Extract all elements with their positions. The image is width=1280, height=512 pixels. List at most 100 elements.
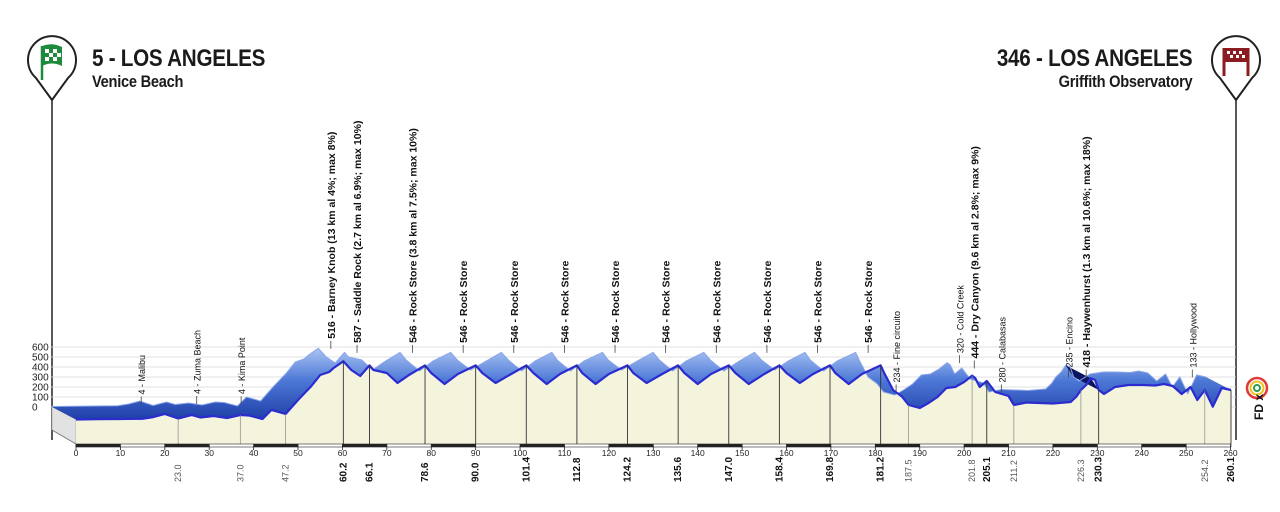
x-axis-bar-segment: [1141, 444, 1187, 447]
climb-labels: 516 - Barney Knob (13 km al 4%; max 8%) 5…: [137, 121, 1198, 395]
x-axis: 0 10 20 30 40 50 60 70 80 90 100 110 120 130 140 150 160…: [74, 443, 1238, 482]
x-axis-bar-segment: [342, 444, 387, 447]
x-axis-bar-segment: [431, 444, 476, 447]
km-mark-label: 112.8: [572, 457, 583, 482]
km-mark-label: 201.8: [967, 459, 977, 482]
point-label: 4 - Malibu: [137, 355, 147, 395]
point-label: 320 - Cold Creek: [956, 285, 966, 354]
x-tick-label: 110: [558, 448, 572, 458]
x-tick-label: 240: [1135, 448, 1149, 458]
x-tick-label: 160: [779, 448, 793, 458]
climb-label: 546 - Rock Store: [509, 260, 521, 342]
point-label: 234 - Fine circuito: [892, 311, 902, 383]
km-mark-label: 230.3: [1094, 457, 1105, 482]
climb-label: 546 - Rock Store (3.8 km al 7.5%; max 10…: [408, 128, 420, 343]
x-axis-bar-segment: [786, 444, 831, 447]
green-checkered-flag-icon: [40, 44, 62, 80]
point-label: 4 - Zuma Beach: [193, 330, 203, 394]
km-mark-label: 181.2: [876, 457, 887, 482]
climb-label: 546 - Rock Store: [711, 260, 723, 342]
y-tick-label: 400: [32, 363, 49, 374]
x-tick-label: 80: [427, 448, 437, 458]
x-axis-bar-segment: [608, 444, 654, 447]
steep-climb-segment: [1065, 365, 1099, 390]
profile-gradient-band: [51, 348, 1231, 420]
km-mark-label: 78.6: [420, 462, 431, 482]
km-mark-label: 66.1: [365, 462, 376, 482]
x-tick-label: 120: [602, 448, 616, 458]
x-tick-label: 130: [646, 448, 660, 458]
x-tick-label: 60: [338, 448, 348, 458]
x-tick-label: 0: [74, 448, 79, 458]
x-tick-label: 230: [1090, 448, 1104, 458]
start-marker: [27, 35, 77, 440]
x-axis-bar-segment: [76, 444, 121, 447]
climb-label: 546 - Rock Store: [559, 260, 571, 342]
x-tick-label: 20: [160, 448, 170, 458]
x-tick-label: 30: [204, 448, 214, 458]
x-tick-label: 50: [293, 448, 303, 458]
y-tick-label: 500: [32, 353, 49, 364]
km-mark-label: 187.5: [904, 459, 914, 482]
x-tick-label: 260: [1223, 448, 1237, 458]
km-mark-label: 158.4: [774, 457, 785, 482]
km-mark-label: 260.1: [1226, 457, 1237, 482]
base-edge: [51, 429, 77, 445]
point-label: 4 - Kima Point: [237, 337, 247, 394]
start-subtitle: Venice Beach: [92, 72, 184, 91]
x-tick-label: 210: [1001, 448, 1015, 458]
km-mark-label: 23.0: [173, 464, 183, 482]
km-mark-label: 37.0: [235, 464, 245, 482]
km-mark-label: 211.2: [1009, 460, 1019, 482]
red-finish-banner-icon: [1222, 48, 1250, 76]
climb-label: 546 - Rock Store: [458, 260, 470, 342]
climb-label: 546 - Rock Store: [661, 260, 673, 342]
x-tick-label: 150: [735, 448, 749, 458]
x-tick-label: 100: [513, 448, 527, 458]
climb-label: 546 - Rock Store: [762, 260, 774, 342]
finish-header: 346 - LOS ANGELES Griffith Observatory: [965, 46, 1192, 92]
x-axis-bar-segment: [520, 444, 565, 447]
x-axis-bar-segment: [964, 444, 1009, 447]
km-mark-label: 60.2: [338, 462, 349, 482]
km-mark-label: 101.4: [521, 457, 532, 482]
km-mark-label: 90.0: [471, 462, 482, 482]
x-tick-label: 90: [471, 448, 481, 458]
km-mark-label: 169.8: [825, 457, 836, 482]
finish-pin: [1211, 35, 1261, 102]
x-tick-label: 70: [382, 448, 392, 458]
profile-back-outline: [50, 347, 1207, 407]
x-axis-bar-segment: [697, 444, 743, 447]
x-axis-bar-segment: [164, 444, 210, 447]
climb-label: 546 - Rock Store: [813, 260, 825, 342]
climb-label: 587 - Saddle Rock (2.7 km al 6.9%; max 1…: [352, 121, 364, 343]
x-tick-label: 170: [824, 448, 838, 458]
y-tick-label: 300: [32, 373, 49, 384]
brand-mark: FD x: [1251, 393, 1266, 420]
point-label: 133 - Hollywood: [1188, 303, 1198, 368]
km-mark-label: 47.2: [281, 464, 291, 482]
finish-subtitle: Griffith Observatory: [1058, 72, 1192, 91]
point-label: 235 - Encino: [1064, 317, 1074, 368]
x-tick-label: 220: [1046, 448, 1060, 458]
point-label: 280 - Calabasas: [997, 316, 1007, 382]
profile-area: [50, 347, 1232, 445]
x-axis-bar-segment: [1052, 444, 1098, 447]
climb-label: 546 - Rock Store: [610, 260, 622, 342]
climb-label: 418 - Haywenhurst (1.3 km al 10.6%; max …: [1081, 136, 1093, 367]
climb-label: 516 - Barney Knob (13 km al 4%; max 8%): [326, 132, 338, 339]
x-tick-label: 10: [116, 448, 126, 458]
y-tick-label: 0: [32, 403, 38, 414]
km-marker-lines: [140, 340, 1232, 444]
start-title: 5 - LOS ANGELES: [92, 45, 266, 72]
finish-title: 346 - LOS ANGELES: [996, 45, 1192, 72]
km-mark-label: 205.1: [982, 457, 993, 482]
start-header: 5 - LOS ANGELES Venice Beach: [92, 46, 293, 92]
x-axis-bar-segment: [875, 444, 920, 447]
x-tick-label: 250: [1179, 448, 1193, 458]
x-tick-label: 40: [249, 448, 259, 458]
x-tick-label: 190: [913, 448, 927, 458]
x-tick-label: 200: [957, 448, 971, 458]
